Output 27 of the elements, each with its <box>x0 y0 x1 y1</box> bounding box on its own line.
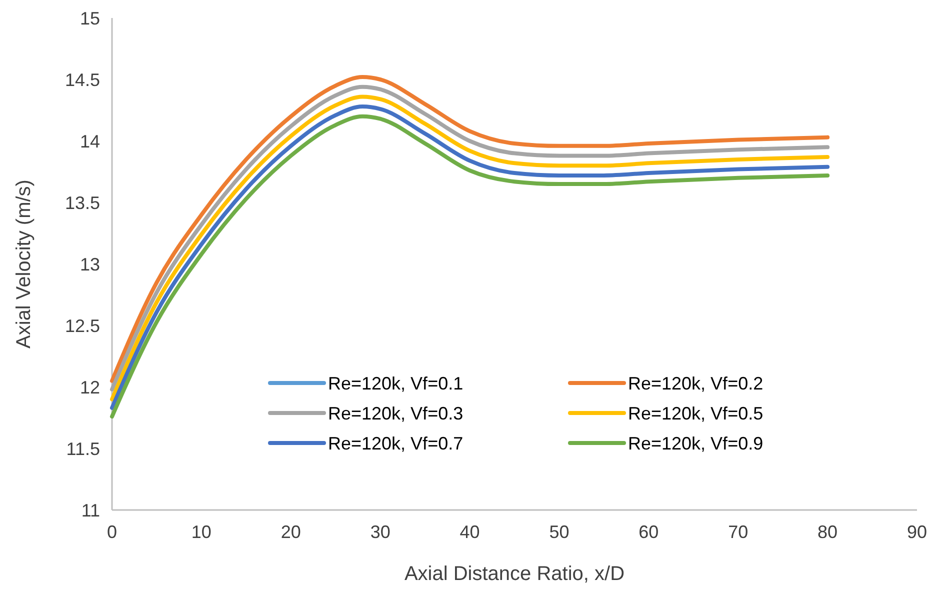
x-tick-label: 50 <box>549 522 570 542</box>
legend-label: Re=120k, Vf=0.7 <box>328 433 464 454</box>
x-tick-label: 80 <box>818 522 838 542</box>
y-tick-label: 11.5 <box>66 438 100 459</box>
y-tick-label: 12 <box>80 377 100 398</box>
y-tick-label: 14.5 <box>64 70 100 90</box>
x-tick-label: 60 <box>638 522 659 542</box>
x-tick-label: 70 <box>728 522 748 542</box>
y-tick-label: 13 <box>80 254 100 274</box>
y-tick-label: 11 <box>81 500 100 520</box>
x-tick-label: 40 <box>460 522 480 542</box>
x-tick-label: 0 <box>106 522 118 542</box>
y-tick-label: 14 <box>80 131 100 152</box>
y-tick-label: 15 <box>80 8 100 28</box>
legend-label: Re=120k, Vf=0.1 <box>328 373 464 394</box>
x-tick-label: 20 <box>280 522 301 542</box>
legend-label: Re=120k, Vf=0.5 <box>628 403 764 424</box>
legend-label: Re=120k, Vf=0.9 <box>628 433 764 454</box>
y-tick-label: 13.5 <box>64 192 100 213</box>
x-tick-label: 10 <box>191 522 212 542</box>
x-tick-label: 30 <box>370 522 390 542</box>
x-axis-title: Axial Distance Ratio, x/D <box>404 563 625 585</box>
legend-label: Re=120k, Vf=0.2 <box>628 373 764 394</box>
x-tick-label: 90 <box>906 522 928 542</box>
legend-label: Re=120k, Vf=0.3 <box>328 403 464 424</box>
y-tick-label: 12.5 <box>64 316 100 336</box>
y-axis-title: Axial Velocity (m/s) <box>13 180 35 348</box>
